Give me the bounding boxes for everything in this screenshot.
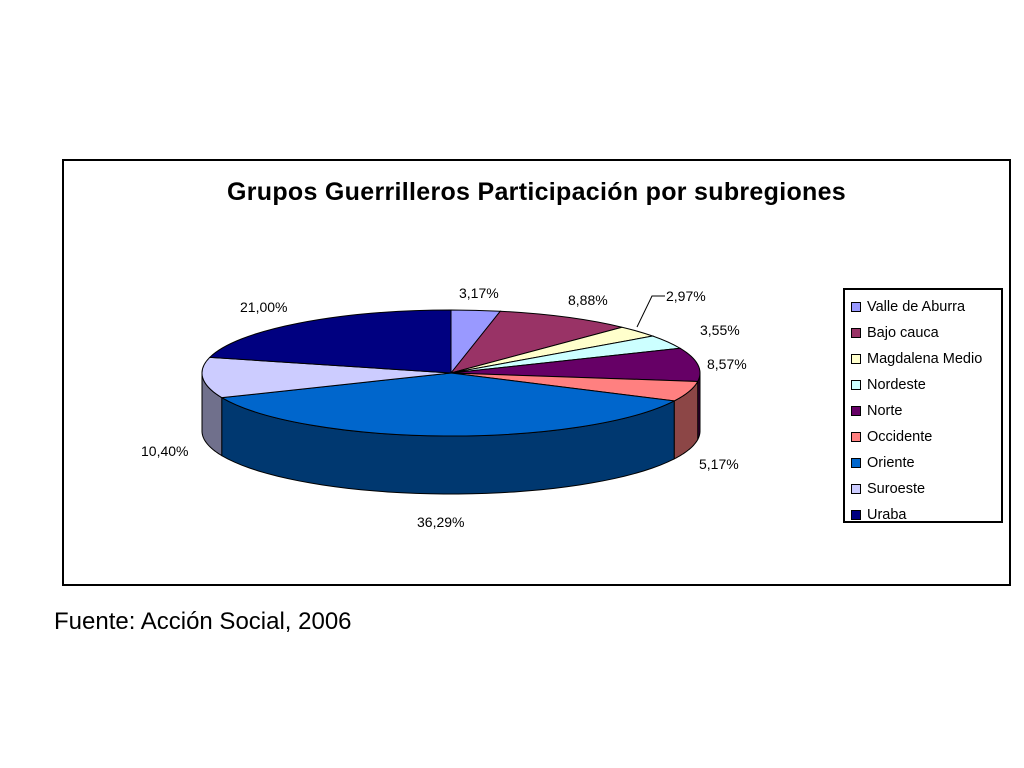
pie-slice-uraba xyxy=(208,309,452,374)
legend-item-uraba: Uraba xyxy=(851,502,1001,528)
pie-label-bajo-cauca: 8,88% xyxy=(568,292,608,308)
legend-swatch xyxy=(851,354,861,364)
chart-title: Grupos Guerrilleros Participación por su… xyxy=(226,178,846,206)
source-note: Fuente: Acción Social, 2006 xyxy=(54,608,352,635)
pie-slice-norte xyxy=(450,347,701,382)
legend-item-valle-de-aburra: Valle de Aburra xyxy=(851,294,1001,320)
legend-swatch xyxy=(851,484,861,494)
pie-label-uraba: 21,00% xyxy=(240,299,287,315)
legend-label: Uraba xyxy=(867,507,907,523)
legend-label: Norte xyxy=(867,403,903,419)
legend-label: Bajo cauca xyxy=(867,325,939,341)
legend-item-oriente: Oriente xyxy=(851,450,1001,476)
leader-line-magdalena-medio xyxy=(636,295,665,328)
legend-label: Magdalena Medio xyxy=(867,351,983,367)
pie-label-valle-de-aburra: 3,17% xyxy=(459,285,499,301)
legend-label: Valle de Aburra xyxy=(867,299,966,315)
legend-label: Nordeste xyxy=(867,377,926,393)
legend-label: Suroeste xyxy=(867,481,926,497)
legend-label: Occidente xyxy=(867,429,933,445)
pie-labels: 3,17% 8,88% 2,97% 3,55% 8,57% 5,17% 36,29% 10,4… xyxy=(141,285,747,530)
legend-label: Oriente xyxy=(867,455,915,471)
legend-item-norte: Norte xyxy=(851,398,1001,424)
legend-swatch xyxy=(851,380,861,390)
pie-label-suroeste: 10,40% xyxy=(141,443,188,459)
pie-label-magdalena-medio: 2,97% xyxy=(666,288,706,304)
legend-swatch xyxy=(851,406,861,416)
pie-top xyxy=(201,309,701,437)
legend-swatch xyxy=(851,328,861,338)
pie-slice-oriente xyxy=(220,372,676,437)
legend: Valle de Aburra Bajo cauca Magdalena Med… xyxy=(843,288,1003,523)
pie-label-occidente: 5,17% xyxy=(699,456,739,472)
pie-slice-bajo-cauca xyxy=(449,310,623,374)
legend-item-occidente: Occidente xyxy=(851,424,1001,450)
legend-swatch xyxy=(851,458,861,468)
legend-swatch xyxy=(851,510,861,520)
legend-item-suroeste: Suroeste xyxy=(851,476,1001,502)
legend-swatch xyxy=(851,432,861,442)
legend-item-bajo-cauca: Bajo cauca xyxy=(851,320,1001,346)
legend-item-magdalena-medio: Magdalena Medio xyxy=(851,346,1001,372)
pie-label-nordeste: 3,55% xyxy=(700,322,740,338)
pie-label-norte: 8,57% xyxy=(707,356,747,372)
pie-label-oriente: 36,29% xyxy=(417,514,464,530)
legend-swatch xyxy=(851,302,861,312)
legend-item-nordeste: Nordeste xyxy=(851,372,1001,398)
pie-slice-suroeste xyxy=(201,356,452,399)
